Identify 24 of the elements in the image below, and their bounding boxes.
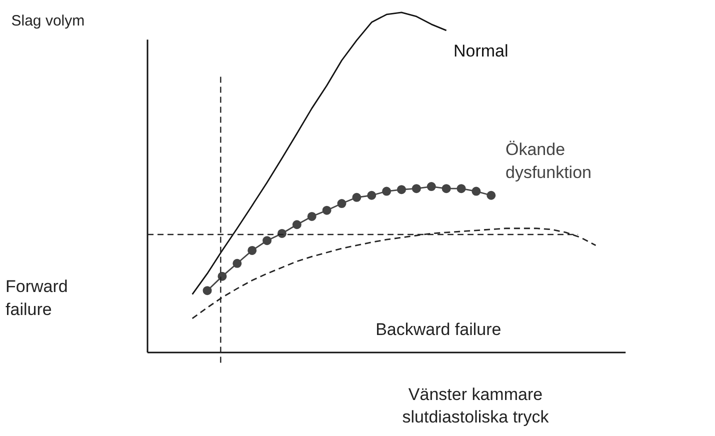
point — [352, 192, 362, 202]
point — [442, 184, 451, 194]
point — [248, 246, 257, 255]
point — [322, 206, 332, 215]
point — [262, 236, 272, 246]
point — [472, 186, 481, 196]
point — [367, 190, 376, 200]
point — [456, 184, 466, 194]
series-label: Normal — [454, 41, 508, 60]
point — [202, 286, 212, 296]
point — [426, 182, 436, 192]
point — [337, 199, 346, 208]
text: Forward failure — [6, 277, 68, 319]
annotation: Backward failure — [376, 320, 502, 339]
point — [397, 185, 406, 194]
point — [232, 258, 242, 268]
point — [292, 220, 302, 230]
point — [412, 184, 421, 194]
point — [307, 212, 316, 221]
series-label: Ökande dysfunktion — [505, 140, 592, 182]
x-axis-title: Vänster kammare slutdiastoliska tryck — [402, 384, 550, 427]
point — [486, 190, 496, 200]
point — [382, 186, 392, 196]
y-axis-title: Slag volym — [11, 12, 85, 30]
